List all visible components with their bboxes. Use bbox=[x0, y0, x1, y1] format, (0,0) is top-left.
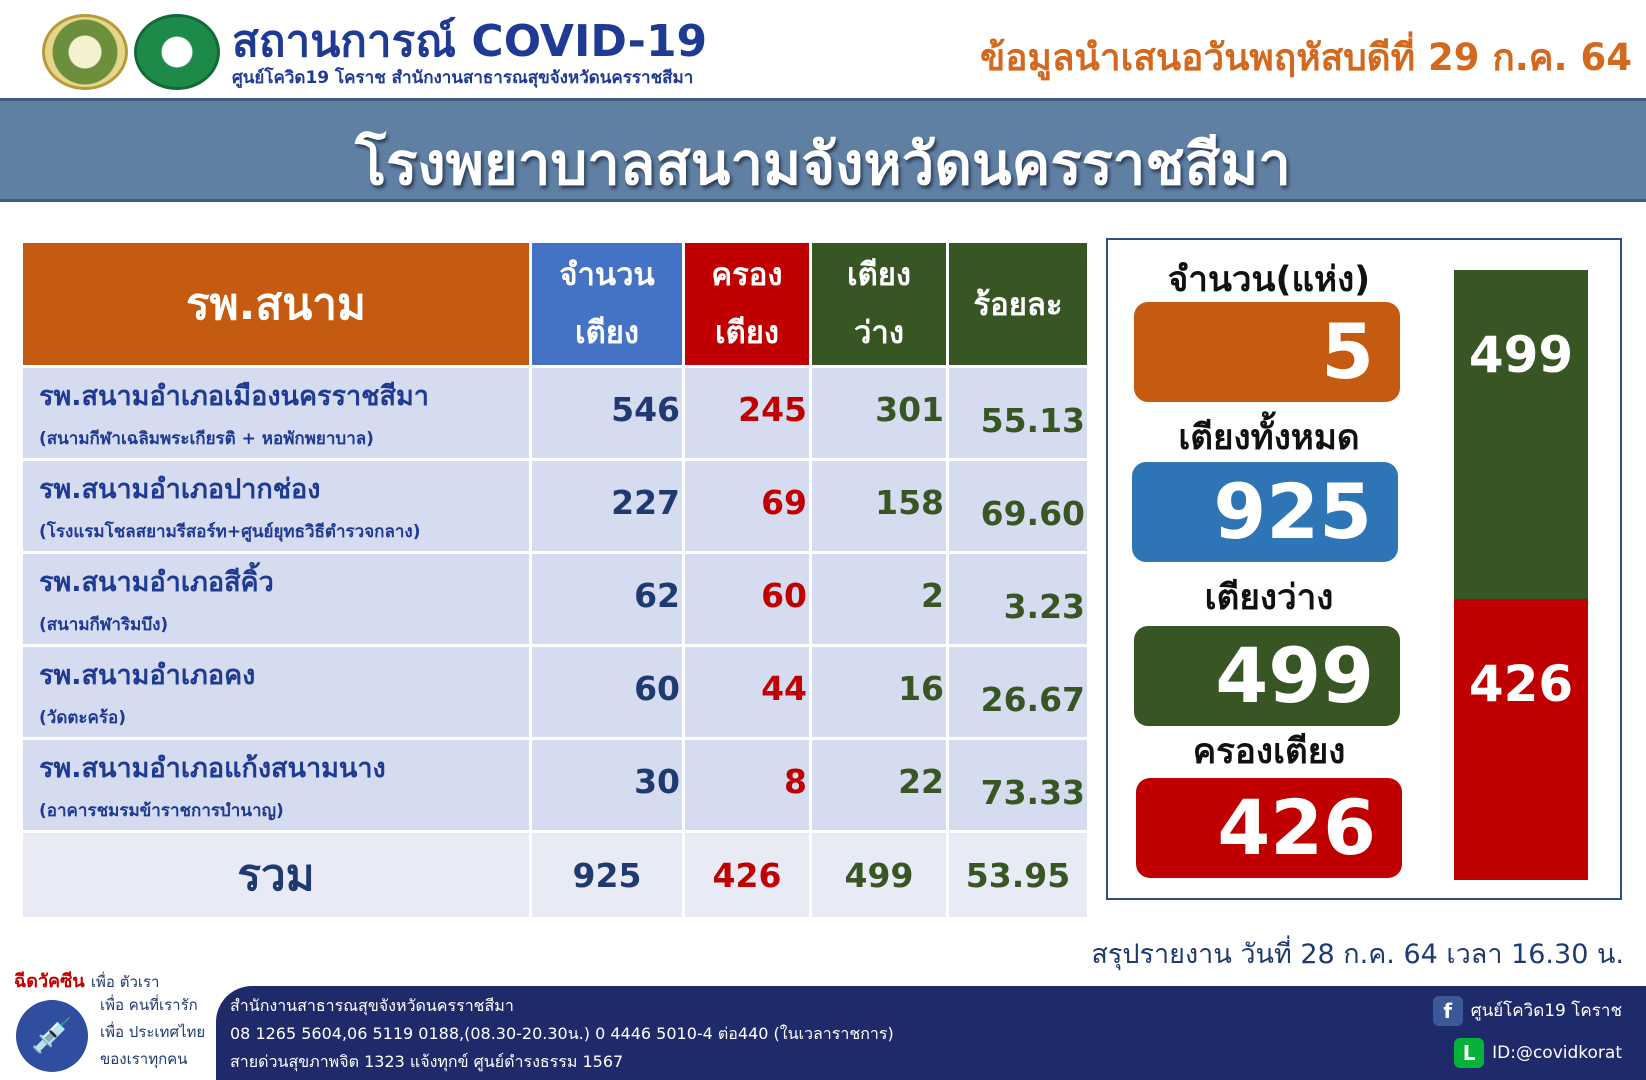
facebook-icon: f bbox=[1432, 996, 1463, 1026]
presentation-date: ข้อมูลนำเสนอวันพฤหัสบดีที่ 29 ก.ค. 64 bbox=[979, 36, 1632, 79]
footer-org: สำนักงานสาธารณสุขจังหวัดนครราชสีมา bbox=[230, 996, 514, 1015]
vaccine-slogan: เพื่อ คนที่เรารัก เพื่อ ประเทศไทย ของเรา… bbox=[100, 996, 206, 1068]
section-banner: โรงพยาบาลสนามจังหวัดนครราชสีมา bbox=[0, 98, 1646, 202]
table-header-row: รพ.สนาม จำนวน เตียง ครอง เตียง เตียง ว่าง ร… bbox=[23, 243, 1087, 365]
total-free-value: 499 bbox=[812, 833, 946, 917]
occupied-beds-box: 426 bbox=[1136, 778, 1402, 878]
free-value: 22 bbox=[812, 740, 946, 830]
provincial-health-office-logo bbox=[42, 14, 128, 90]
occupied-value: 69 bbox=[685, 461, 809, 551]
occupied-value: 245 bbox=[685, 368, 809, 458]
percent-value: 73.33 bbox=[949, 740, 1087, 830]
table-row: รพ.สนามอำเภอคง (วัดตะคร้อ) 60 44 16 26.67 bbox=[23, 647, 1087, 737]
beds-value: 62 bbox=[532, 554, 682, 644]
table-row: รพ.สนามอำเภอปากช่อง (โรงแรมโชลสยามรีสอร์ท… bbox=[23, 461, 1087, 551]
percent-value: 26.67 bbox=[949, 647, 1087, 737]
footer-bar: สำนักงานสาธารณสุขจังหวัดนครราชสีมา 08 12… bbox=[216, 986, 1646, 1080]
table-total-row: รวม 925 426 499 53.95 bbox=[23, 833, 1087, 917]
stacked-bar-occupied: 426 bbox=[1454, 599, 1588, 880]
field-hospital-table: รพ.สนาม จำนวน เตียง ครอง เตียง เตียง ว่าง ร… bbox=[20, 240, 1090, 920]
syringe-icon: 💉 bbox=[16, 1000, 88, 1072]
occupied-beds-label: ครองเตียง bbox=[1192, 732, 1346, 772]
header-beds: จำนวน เตียง bbox=[532, 243, 682, 365]
stacked-bar-free: 499 bbox=[1454, 270, 1588, 599]
free-value: 16 bbox=[812, 647, 946, 737]
percent-value: 3.23 bbox=[949, 554, 1087, 644]
hospital-name: รพ.สนามอำเภอเมืองนครราชสีมา bbox=[39, 381, 429, 412]
total-label: รวม bbox=[23, 833, 529, 917]
vaccine-headline: ฉีดวัคซีน เพื่อ ตัวเรา bbox=[14, 971, 160, 992]
footer-hotline: สายด่วนสุขภาพจิต 1323 แจ้งทุกข์ ศูนย์ดำร… bbox=[230, 1052, 624, 1071]
free-beds-box: 499 bbox=[1134, 626, 1400, 726]
line-id-link[interactable]: L ID:@covidkorat bbox=[1454, 1038, 1622, 1068]
occupied-value: 44 bbox=[685, 647, 809, 737]
hospital-location: (วัดตะคร้อ) bbox=[39, 708, 127, 728]
percent-value: 55.13 bbox=[949, 368, 1087, 458]
hospital-location: (โรงแรมโชลสยามรีสอร์ท+ศูนย์ยุทธวิธีตำรวจ… bbox=[39, 522, 421, 542]
report-timestamp: สรุปรายงาน วันที่ 28 ก.ค. 64 เวลา 16.30 … bbox=[1091, 939, 1624, 970]
page-title: สถานการณ์ COVID-19 bbox=[232, 16, 708, 67]
total-beds-box: 925 bbox=[1132, 462, 1398, 562]
hospital-location: (สนามกีฬาริมบึง) bbox=[39, 615, 169, 635]
header-free: เตียง ว่าง bbox=[812, 243, 946, 365]
header-hospital: รพ.สนาม bbox=[23, 243, 529, 365]
hospital-cell: รพ.สนามอำเภอสีคิ้ว (สนามกีฬาริมบึง) bbox=[23, 554, 529, 644]
beds-value: 30 bbox=[532, 740, 682, 830]
banner-title: โรงพยาบาลสนามจังหวัดนครราชสีมา bbox=[355, 130, 1291, 198]
beds-value: 227 bbox=[532, 461, 682, 551]
table-row: รพ.สนามอำเภอเมืองนครราชสีมา (สนามกีฬาเฉลิ… bbox=[23, 368, 1087, 458]
hospital-location: (อาคารชมรมข้าราชการบำนาญ) bbox=[39, 801, 284, 821]
count-label: จำนวน(แห่ง) bbox=[1167, 260, 1371, 300]
hospital-name: รพ.สนามอำเภอปากช่อง bbox=[39, 474, 321, 505]
hospital-cell: รพ.สนามอำเภอคง (วัดตะคร้อ) bbox=[23, 647, 529, 737]
free-value: 2 bbox=[812, 554, 946, 644]
table-row: รพ.สนามอำเภอแก้งสนามนาง (อาคารชมรมข้าราชก… bbox=[23, 740, 1087, 830]
line-icon: L bbox=[1454, 1038, 1485, 1068]
summary-panel: จำนวน(แห่ง) 5 เตียงทั้งหมด 925 เตียงว่าง… bbox=[1106, 238, 1622, 900]
free-value: 158 bbox=[812, 461, 946, 551]
header-occupied: ครอง เตียง bbox=[685, 243, 809, 365]
vaccine-campaign: ฉีดวัคซีน เพื่อ ตัวเรา 💉 เพื่อ คนที่เราร… bbox=[14, 966, 214, 1080]
total-beds-label: เตียงทั้งหมด bbox=[1178, 418, 1360, 458]
percent-value: 69.60 bbox=[949, 461, 1087, 551]
free-beds-label: เตียงว่าง bbox=[1204, 578, 1334, 618]
hospital-name: รพ.สนามอำเภอแก้งสนามนาง bbox=[39, 753, 386, 784]
footer-phones: 08 1265 5604,06 5119 0188,(08.30-20.30น.… bbox=[230, 1024, 894, 1043]
hospital-cell: รพ.สนามอำเภอปากช่อง (โรงแรมโชลสยามรีสอร์ท… bbox=[23, 461, 529, 551]
beds-value: 546 bbox=[532, 368, 682, 458]
page-subtitle: ศูนย์โควิด19 โคราช สำนักงานสาธารณสุขจังห… bbox=[232, 68, 694, 88]
count-box: 5 bbox=[1134, 302, 1400, 402]
occupied-value: 60 bbox=[685, 554, 809, 644]
hospital-name: รพ.สนามอำเภอคง bbox=[39, 660, 256, 691]
header-percent: ร้อยละ bbox=[949, 243, 1087, 365]
total-occupied-value: 426 bbox=[685, 833, 809, 917]
hospital-name: รพ.สนามอำเภอสีคิ้ว bbox=[39, 567, 274, 598]
facebook-link[interactable]: f ศูนย์โควิด19 โคราช bbox=[1432, 996, 1622, 1026]
total-percent-value: 53.95 bbox=[949, 833, 1087, 917]
beds-value: 60 bbox=[532, 647, 682, 737]
total-beds-value: 925 bbox=[532, 833, 682, 917]
hospital-cell: รพ.สนามอำเภอแก้งสนามนาง (อาคารชมรมข้าราชก… bbox=[23, 740, 529, 830]
ministry-of-public-health-logo bbox=[134, 14, 220, 90]
hospital-location: (สนามกีฬาเฉลิมพระเกียรติ + หอพักพยาบาล) bbox=[39, 429, 374, 449]
occupied-value: 8 bbox=[685, 740, 809, 830]
table-row: รพ.สนามอำเภอสีคิ้ว (สนามกีฬาริมบึง) 62 60… bbox=[23, 554, 1087, 644]
hospital-cell: รพ.สนามอำเภอเมืองนครราชสีมา (สนามกีฬาเฉลิ… bbox=[23, 368, 529, 458]
free-value: 301 bbox=[812, 368, 946, 458]
